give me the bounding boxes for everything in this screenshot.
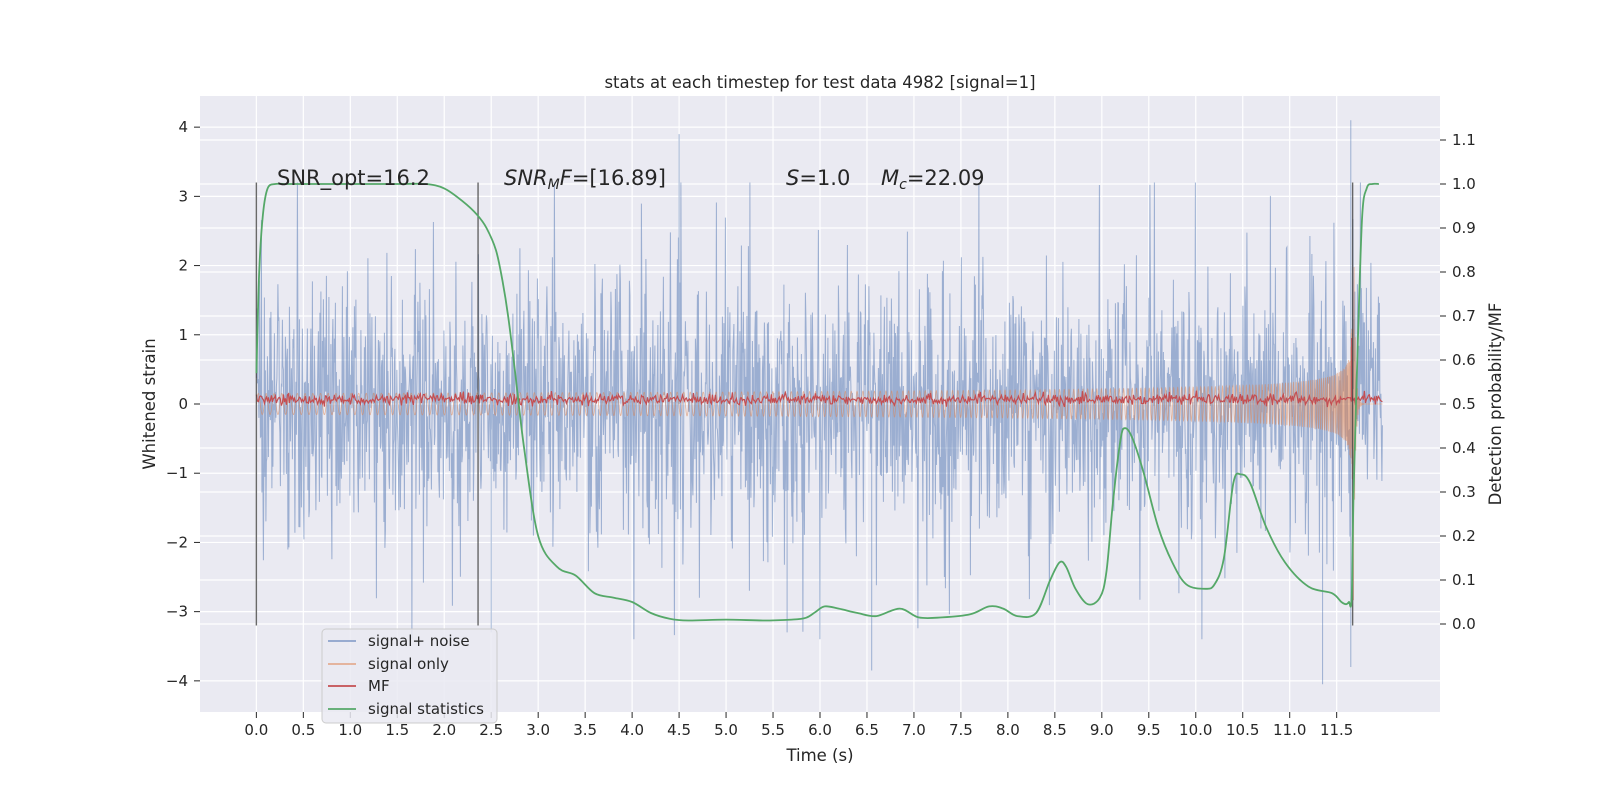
x-tick-label-14: 7.0 [902,721,926,739]
right-y-grid [200,139,1440,625]
left-y-axis-ticks: −4 −3 −2 −1 0 1 2 3 4 [166,118,200,690]
x-tick-label-7: 3.5 [573,721,597,739]
left-y-tick-label-3: −1 [166,464,188,482]
x-tick-label-22: 11.0 [1273,721,1306,739]
left-y-tick-label-4: 0 [178,395,188,413]
legend-label-stat: signal statistics [368,700,484,718]
right-y-tick-label-9: 0.9 [1452,219,1476,237]
x-tick-label-9: 4.5 [667,721,691,739]
x-tick-label-6: 3.0 [526,721,550,739]
annotation-mc: Mc=22.09 [881,166,985,193]
x-tick-label-15: 7.5 [949,721,973,739]
legend-label-noise: signal+ noise [368,632,470,650]
right-y-tick-label-6: 0.6 [1452,351,1476,369]
x-tick-label-3: 1.5 [385,721,409,739]
right-y-tick-label-4: 0.4 [1452,439,1476,457]
x-tick-label-19: 9.5 [1137,721,1161,739]
left-y-tick-label-2: −2 [166,533,188,551]
series-signal-statistics [255,182,1379,622]
annotations: SNR_opt=16.2 SNRMF=[16.89] S=1.0 Mc=22.0… [277,166,985,193]
x-tick-label-13: 6.5 [855,721,879,739]
right-y-tick-label-1: 0.1 [1452,571,1476,589]
x-tick-label-10: 5.0 [714,721,738,739]
x-tick-label-8: 4.0 [620,721,644,739]
x-tick-label-12: 6.0 [808,721,832,739]
right-y-axis-label: Detection probability/MF [1486,303,1505,506]
x-tick-label-0: 0.0 [244,721,268,739]
left-y-tick-label-0: −4 [166,672,188,690]
x-axis-ticks: 0.0 0.5 1.0 1.5 2.0 2.5 3.0 3.5 4.0 4.5 5.0 5.5 6.0 6… [244,712,1353,739]
legend-label-signal: signal only [368,655,449,673]
legend-label-mf: MF [368,677,390,695]
x-axis-label: Time (s) [785,746,853,765]
x-tick-label-18: 9.0 [1090,721,1114,739]
annotation-snr-opt: SNR_opt=16.2 [277,166,430,191]
right-y-tick-label-7: 0.7 [1452,307,1476,325]
right-y-tick-label-8: 0.8 [1452,263,1476,281]
series-signal-plus-noise [255,120,1383,685]
x-tick-label-17: 8.5 [1043,721,1067,739]
series-mf [255,338,1383,408]
x-tick-label-2: 1.0 [338,721,362,739]
legend-frame [321,628,498,724]
annotation-s: S=1.0 [786,166,850,190]
x-tick-label-16: 8.0 [996,721,1020,739]
x-tick-label-11: 5.5 [761,721,785,739]
right-y-tick-label-10: 1.0 [1452,175,1476,193]
left-y-tick-label-7: 3 [178,187,188,205]
x-tick-label-1: 0.5 [291,721,315,739]
x-tick-label-20: 10.0 [1179,721,1212,739]
right-y-tick-label-11: 1.1 [1452,131,1476,149]
left-y-tick-label-8: 4 [178,118,188,136]
legend: signal+ noise signal only MF signal stat… [321,628,498,724]
chart-title: stats at each timestep for test data 498… [604,73,1035,92]
annotation-snr-mf: SNRMF=[16.89] [504,166,666,193]
x-tick-label-21: 10.5 [1226,721,1259,739]
left-y-tick-label-6: 2 [178,257,188,275]
right-y-tick-label-3: 0.3 [1452,483,1476,501]
right-y-tick-label-5: 0.5 [1452,395,1476,413]
x-tick-label-4: 2.0 [432,721,456,739]
x-tick-label-5: 2.5 [479,721,503,739]
right-y-tick-label-2: 0.2 [1452,527,1476,545]
left-y-tick-label-1: −3 [166,603,188,621]
right-y-axis-ticks: 0.0 0.1 0.2 0.3 0.4 0.5 0.6 0.7 0.8 0.9 1.0 1.1 [1440,131,1476,633]
left-y-tick-label-5: 1 [178,326,188,344]
x-tick-label-23: 11.5 [1320,721,1353,739]
right-y-tick-label-0: 0.0 [1452,615,1476,633]
left-y-axis-label: Whitened strain [140,338,159,469]
